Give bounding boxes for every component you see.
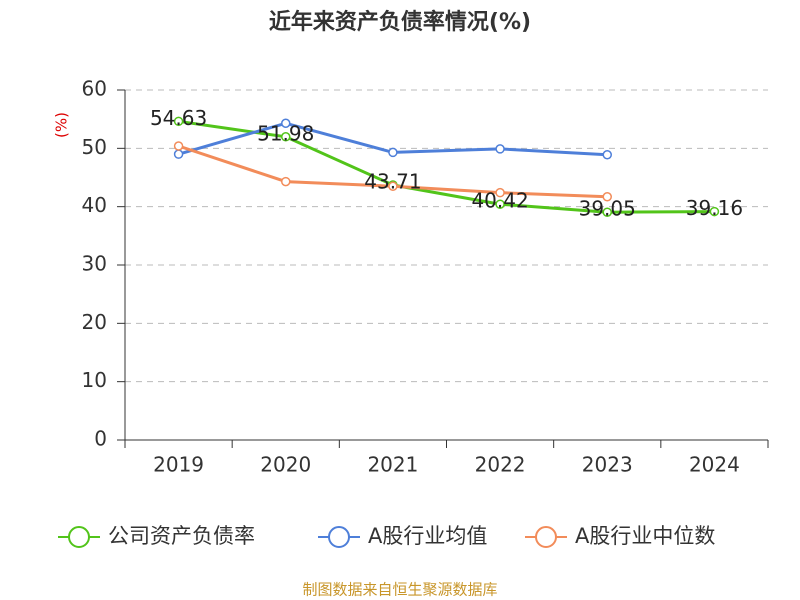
legend-marker: [535, 526, 557, 548]
data-point: [281, 176, 291, 187]
data-point: [602, 207, 612, 217]
x-tick-label: 2019: [153, 453, 204, 477]
data-point: [173, 141, 184, 151]
legend-label: A股行业中位数: [575, 524, 715, 548]
source-note: 制图数据来自恒生聚源数据库: [302, 581, 497, 599]
y-tick-label: 50: [82, 135, 107, 159]
chart-title: 近年来资产负债率情况(%): [269, 9, 531, 35]
x-tick-label: 2021: [367, 453, 418, 477]
data-point: [495, 144, 505, 154]
x-tick-label: 2024: [689, 453, 740, 477]
legend-marker: [328, 526, 350, 548]
legend-label: A股行业均值: [368, 524, 487, 548]
data-label: 39.05: [579, 197, 636, 221]
data-point: [281, 118, 291, 128]
series-line: [178, 119, 715, 214]
data-point: [709, 206, 720, 217]
x-tick-label: 2022: [475, 453, 526, 477]
data-point: [388, 147, 398, 158]
data-label: 39.16: [686, 196, 743, 220]
y-axis-label: (%): [53, 112, 71, 138]
y-tick-label: 0: [94, 427, 107, 451]
data-point: [173, 149, 184, 159]
data-label: 43.71: [364, 170, 421, 194]
data-label: 40.42: [471, 189, 528, 213]
legend-label: 公司资产负债率: [108, 524, 255, 548]
data-point: [495, 199, 505, 209]
data-point: [388, 181, 398, 191]
y-tick-label: 10: [82, 368, 107, 392]
data-point: [173, 116, 184, 127]
y-tick-label: 40: [82, 193, 107, 217]
x-tick-label: 2020: [260, 453, 311, 477]
data-point: [602, 192, 612, 202]
y-tick-label: 20: [82, 310, 107, 334]
x-tick-label: 2023: [582, 453, 633, 477]
legend-marker: [68, 526, 90, 548]
data-point: [281, 132, 291, 142]
data-label: 51.98: [257, 121, 314, 145]
y-tick-label: 60: [82, 77, 107, 101]
data-point: [495, 187, 505, 198]
y-tick-label: 30: [82, 252, 107, 276]
data-point: [602, 150, 612, 160]
data-label: 54.63: [150, 106, 207, 130]
